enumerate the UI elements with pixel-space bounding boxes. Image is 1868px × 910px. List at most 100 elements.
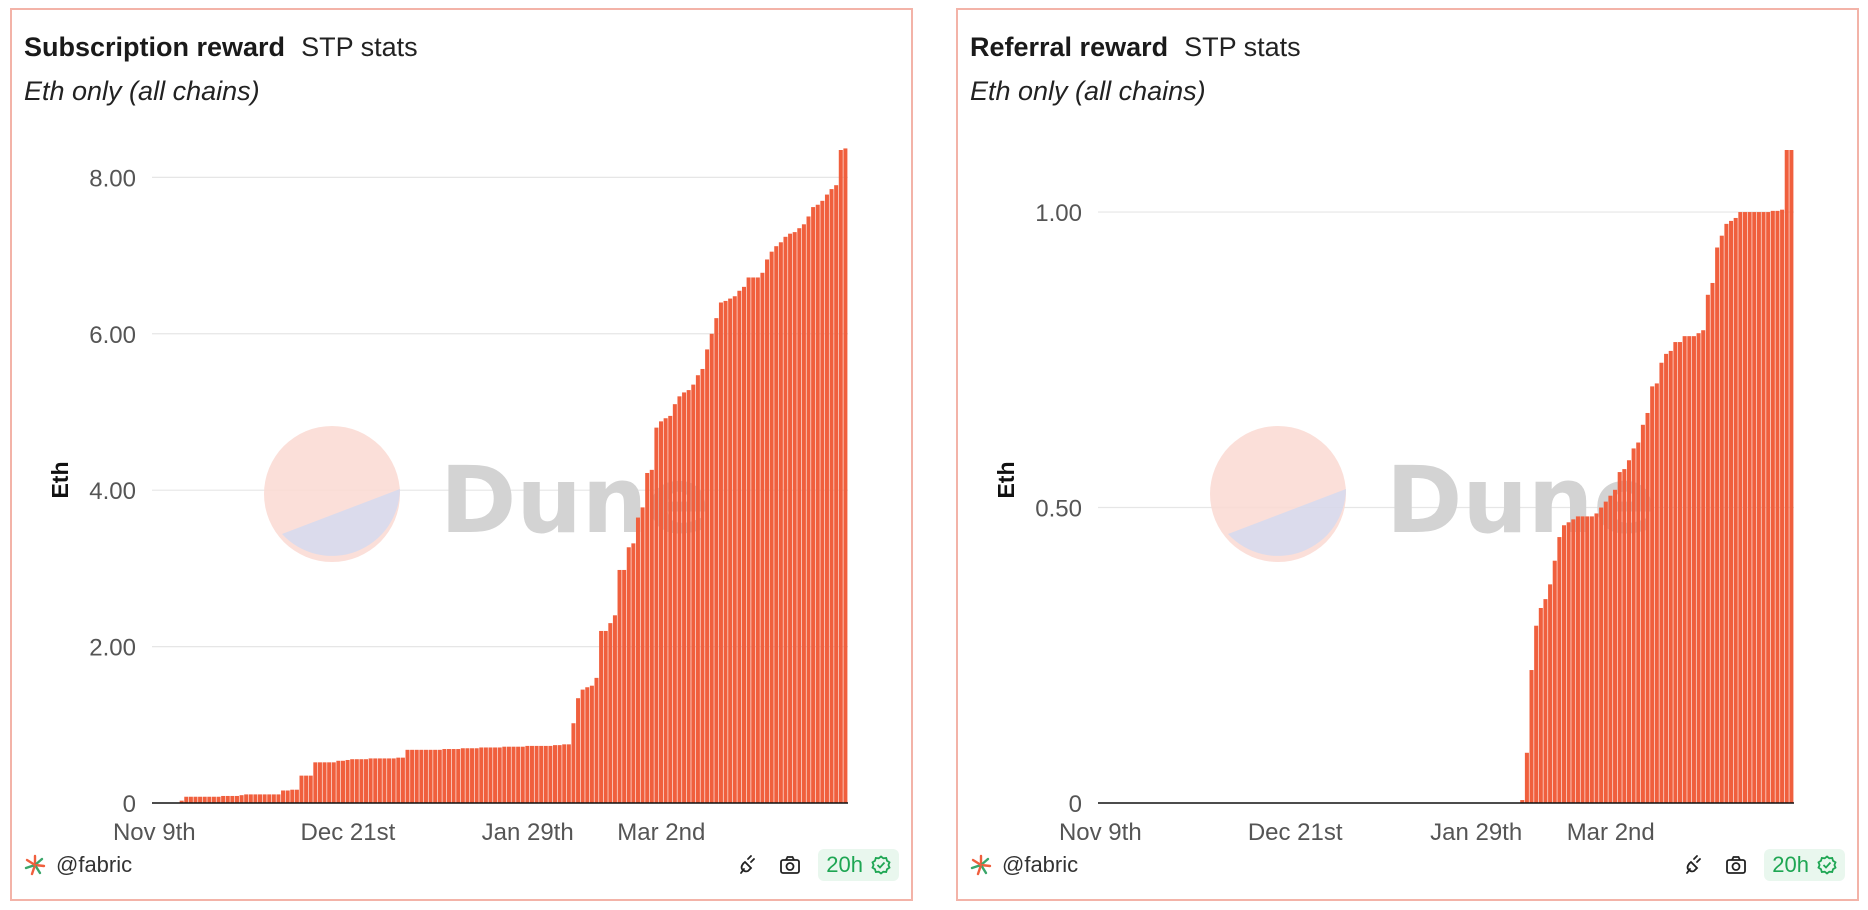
bar: [659, 421, 664, 803]
bar: [612, 615, 617, 803]
bar: [723, 300, 728, 803]
refresh-age: 20h: [826, 852, 863, 877]
bar: [451, 749, 456, 803]
x-tick-label: Nov 9th: [1059, 819, 1142, 840]
bar: [682, 392, 687, 803]
bar: [446, 749, 452, 803]
bar: [1696, 333, 1701, 803]
bar: [506, 746, 511, 803]
bar: [1733, 217, 1738, 803]
bar: [1729, 220, 1734, 803]
bar: [405, 749, 410, 803]
bar: [663, 418, 668, 803]
author[interactable]: @fabric: [970, 852, 1078, 878]
bar: [1636, 442, 1641, 803]
bar: [709, 333, 714, 803]
panel-header: Referral reward STP stats: [970, 30, 1301, 64]
bar: [1622, 469, 1627, 803]
x-tick-label: Mar 2nd: [1567, 819, 1655, 840]
bar: [1715, 247, 1720, 804]
chart-title[interactable]: Referral reward: [970, 32, 1169, 62]
bar: [271, 794, 276, 803]
bar: [1626, 460, 1631, 803]
bar: [276, 794, 281, 803]
bar: [672, 404, 677, 803]
refresh-badge[interactable]: 20h: [1764, 849, 1845, 881]
bar: [815, 204, 820, 804]
camera-icon[interactable]: [1724, 853, 1748, 877]
bar: [705, 349, 710, 803]
bar: [336, 760, 341, 803]
bar: [1538, 607, 1543, 803]
bar: [1756, 212, 1761, 803]
bar: [631, 543, 636, 803]
bar: [562, 744, 567, 803]
bar: [313, 762, 318, 803]
bar: [1631, 448, 1636, 803]
bar: [1613, 489, 1618, 803]
bar: [677, 396, 682, 803]
bar: [797, 228, 802, 803]
dune-watermark: [264, 426, 400, 562]
bar: [493, 747, 498, 803]
bar: [1608, 495, 1613, 803]
bar: [1719, 235, 1724, 803]
bar: [1566, 522, 1571, 803]
bar: [1543, 599, 1548, 803]
bar: [470, 748, 475, 803]
x-tick-label: Jan 29th: [482, 819, 574, 840]
bar: [645, 472, 650, 803]
bar: [234, 795, 239, 803]
bar: [1664, 353, 1669, 803]
bar: [400, 757, 405, 803]
bar: [1705, 294, 1710, 803]
bar: [640, 507, 645, 803]
bar: [414, 749, 419, 803]
panel-header: Subscription reward STP stats: [24, 30, 418, 64]
x-tick-label: Dec 21st: [1248, 819, 1343, 840]
bar: [460, 748, 465, 803]
bar: [1668, 350, 1673, 803]
bar: [571, 723, 576, 803]
bar: [230, 795, 235, 803]
bar: [668, 415, 673, 803]
bar: [216, 796, 221, 803]
query-link[interactable]: STP stats: [1184, 32, 1301, 62]
bar: [350, 759, 355, 803]
bar: [691, 384, 696, 803]
bar: [1557, 537, 1562, 803]
bar: [179, 800, 184, 803]
bar: [202, 796, 207, 803]
bar: [741, 286, 746, 803]
bar: [322, 762, 327, 803]
bar: [520, 746, 525, 803]
bar: [317, 762, 322, 803]
bar: [1752, 212, 1757, 803]
bar: [359, 759, 364, 803]
bar: [299, 775, 304, 803]
bar: [622, 569, 627, 803]
camera-icon[interactable]: [778, 853, 802, 877]
bar: [373, 758, 378, 803]
embed-plug-icon[interactable]: [1682, 853, 1706, 877]
chart-subtitle: Eth only (all chains): [24, 76, 260, 106]
refresh-badge[interactable]: 20h: [818, 849, 899, 881]
author[interactable]: @fabric: [24, 852, 132, 878]
bar: [760, 272, 765, 803]
chart-title[interactable]: Subscription reward: [24, 32, 286, 62]
bar: [368, 758, 373, 803]
embed-plug-icon[interactable]: [736, 853, 760, 877]
chart-subtitle: Eth only (all chains): [970, 76, 1206, 106]
bar: [1645, 412, 1650, 803]
query-link[interactable]: STP stats: [301, 32, 418, 62]
bar: [617, 569, 622, 803]
bar: [225, 795, 230, 803]
y-tick-label: 8.00: [89, 165, 136, 192]
y-tick-label: 0: [1069, 791, 1082, 818]
bar: [1659, 362, 1664, 803]
bar: [239, 795, 244, 803]
bar: [557, 745, 562, 803]
bar: [788, 233, 793, 803]
bar: [585, 687, 590, 803]
